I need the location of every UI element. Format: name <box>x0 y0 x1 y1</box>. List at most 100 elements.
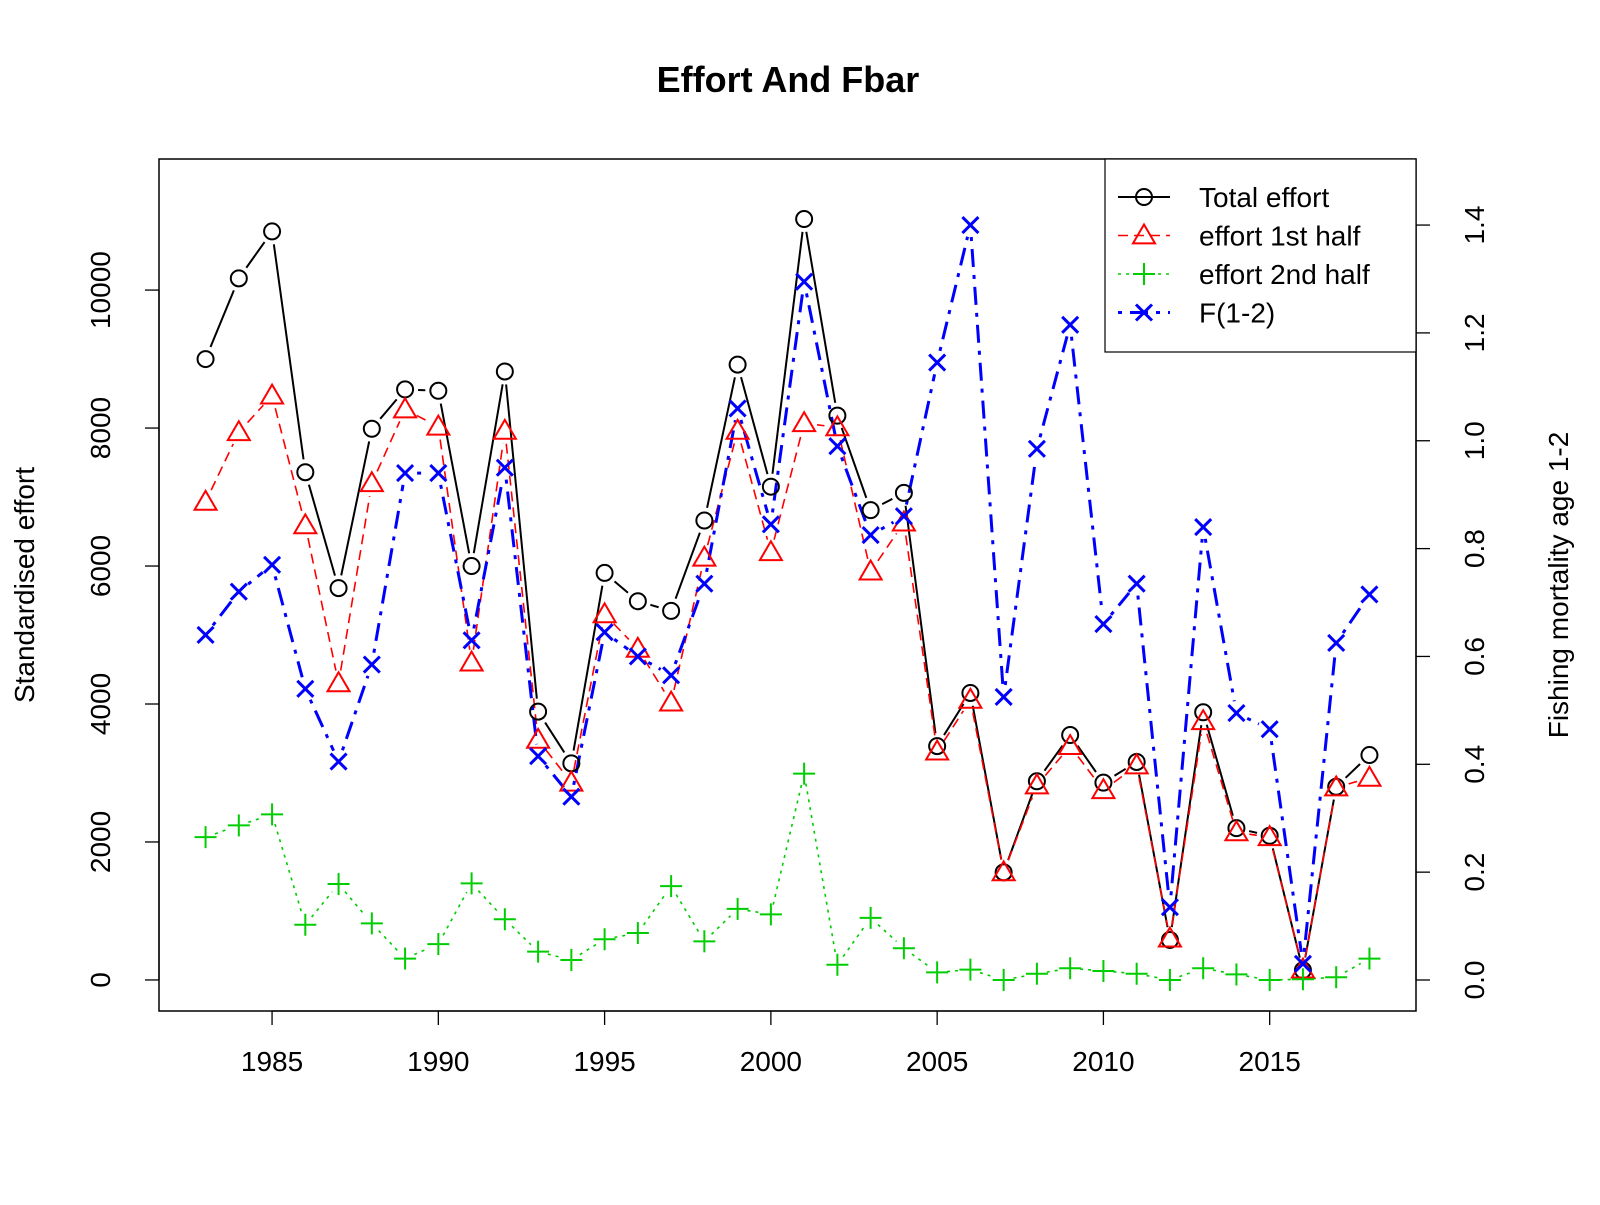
data-point <box>926 961 948 983</box>
series-segment <box>1111 593 1129 615</box>
series-segment <box>1047 970 1061 972</box>
series-segment <box>944 711 963 741</box>
series-segment <box>274 244 304 459</box>
series-segment <box>580 945 596 955</box>
data-point <box>1026 963 1048 985</box>
y-tick-label-right: 0.4 <box>1459 745 1490 784</box>
series-segment <box>675 595 700 664</box>
data-point <box>198 351 214 367</box>
data-point <box>660 692 682 711</box>
data-point <box>663 603 679 619</box>
data-point <box>1159 969 1181 991</box>
data-point <box>1062 317 1078 333</box>
series-segment <box>1080 969 1093 970</box>
series-segment <box>878 533 897 560</box>
data-point <box>264 223 280 239</box>
series-segment <box>674 570 701 690</box>
data-point <box>796 274 812 290</box>
y-tick-label-right: 0.6 <box>1459 637 1490 676</box>
series-segment <box>1005 461 1035 685</box>
series-segment <box>248 818 262 823</box>
data-point <box>1095 616 1111 632</box>
series-segment <box>478 891 498 912</box>
data-point <box>497 363 513 379</box>
y-axis-label-left: Standardised effort <box>9 467 40 703</box>
data-point <box>430 465 446 481</box>
y-tick-label-left: 0 <box>85 972 116 988</box>
series-segment <box>1179 972 1193 977</box>
data-point <box>394 948 416 970</box>
data-point <box>294 914 316 936</box>
y-tick-label-left: 10000 <box>85 251 116 329</box>
data-point <box>530 748 546 764</box>
series-segment <box>215 829 229 834</box>
data-point <box>397 465 413 481</box>
data-point <box>1358 767 1380 786</box>
series-segment <box>345 892 365 916</box>
series-segment <box>1113 972 1126 973</box>
series-segment <box>614 624 629 640</box>
series-segment <box>417 415 427 420</box>
data-point <box>195 491 217 510</box>
series-segment <box>614 935 628 938</box>
data-point <box>597 624 613 640</box>
data-point <box>1092 960 1114 982</box>
data-point <box>959 959 981 981</box>
series-segment <box>1247 718 1259 724</box>
data-point <box>594 928 616 950</box>
series-segment <box>374 485 403 653</box>
series-segment <box>882 499 892 504</box>
data-point <box>663 667 679 683</box>
x-tick-label: 1985 <box>241 1046 303 1077</box>
data-point <box>364 657 380 673</box>
data-point <box>328 672 350 691</box>
data-point <box>560 949 582 971</box>
series-segment <box>414 948 429 954</box>
series-segment <box>1343 604 1363 633</box>
series-segment <box>881 522 893 529</box>
data-point <box>198 627 214 643</box>
data-point <box>1262 721 1278 737</box>
series-segment <box>308 538 336 671</box>
series-segment <box>310 700 333 751</box>
data-point <box>863 502 879 518</box>
data-point <box>863 527 879 543</box>
data-point <box>530 704 546 720</box>
data-point <box>261 385 283 404</box>
series-segment <box>1249 831 1257 833</box>
legend-label: F(1-2) <box>1199 298 1275 329</box>
y-tick-label-right: 1.4 <box>1459 206 1490 245</box>
series-segment <box>1346 764 1360 778</box>
series-segment <box>275 824 302 915</box>
data-point <box>464 558 480 574</box>
data-point <box>231 270 247 286</box>
data-point <box>264 557 280 573</box>
series-segment <box>1213 970 1227 973</box>
data-point <box>796 211 812 227</box>
series-segment <box>940 237 968 351</box>
data-point <box>660 875 682 897</box>
chart-title: Effort And Fbar <box>657 59 920 100</box>
series-segment <box>1205 539 1234 701</box>
data-point <box>993 969 1015 991</box>
series-segment <box>312 892 333 917</box>
series-segment <box>712 916 731 934</box>
data-point <box>364 421 380 437</box>
x-tick-label: 2005 <box>906 1046 968 1077</box>
series-segment <box>971 237 1003 685</box>
data-point <box>1361 586 1377 602</box>
series-segment <box>1146 976 1160 979</box>
series-segment <box>1114 769 1125 776</box>
x-tick-label: 2010 <box>1072 1046 1134 1077</box>
series-segment <box>379 931 399 952</box>
series-segment <box>512 926 531 944</box>
data-point <box>494 420 516 439</box>
x-tick-label: 1995 <box>573 1046 635 1077</box>
data-point <box>1192 957 1214 979</box>
series-segment <box>747 911 761 913</box>
series-segment <box>1207 734 1233 820</box>
y-tick-label-right: 1.0 <box>1459 421 1490 460</box>
y-tick-label-left: 8000 <box>85 397 116 459</box>
data-point <box>826 954 848 976</box>
